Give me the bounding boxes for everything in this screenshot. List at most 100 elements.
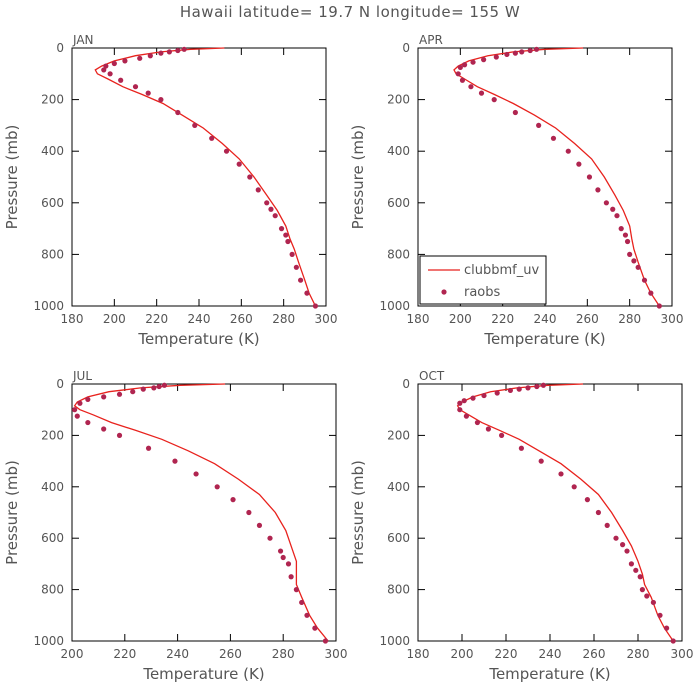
y-tick-label: 800 — [387, 247, 410, 261]
data-point-raobs — [586, 174, 593, 180]
x-tick-label: 180 — [61, 312, 84, 326]
data-point-raobs — [618, 226, 624, 232]
data-point-raobs — [493, 54, 499, 60]
data-point-raobs — [277, 548, 284, 554]
data-point-raobs — [161, 382, 167, 388]
data-point-raobs — [267, 535, 273, 541]
panel-jul: 200 220 240 260 280 300 0 200 400 600 800 1000 JUL Te… — [3, 369, 347, 683]
x-axis-label: Temperature (K) — [488, 665, 610, 683]
y-axis-label: Pressure (mb) — [3, 125, 21, 230]
data-point-raobs — [147, 53, 153, 59]
x-tick-label: 200 — [449, 312, 472, 326]
data-point-raobs — [101, 67, 107, 73]
data-point-raobs — [214, 484, 220, 490]
panel-label: APR — [419, 33, 443, 47]
data-point-raobs — [518, 445, 525, 451]
data-point-raobs — [132, 84, 139, 90]
data-point-raobs — [278, 226, 285, 232]
data-point-raobs — [230, 497, 236, 503]
y-tick-label: 0 — [56, 377, 64, 391]
data-point-raobs — [236, 161, 242, 167]
data-point-raobs — [613, 535, 619, 541]
data-point-raobs — [664, 625, 670, 631]
data-point-raobs — [103, 63, 109, 69]
data-point-raobs — [538, 458, 544, 464]
data-point-raobs — [247, 174, 253, 180]
panel-jan: 180 200 220 240 260 280 300 0 200 400 600 800 1000 JA… — [3, 33, 337, 348]
data-point-raobs — [470, 395, 476, 401]
data-point-raobs — [494, 390, 500, 396]
data-point-raobs — [298, 277, 304, 283]
data-point-raobs — [604, 522, 610, 528]
x-tick-label: 220 — [491, 312, 514, 326]
series-line-clubbmf_uv — [94, 47, 316, 307]
panel-label: OCT — [419, 369, 445, 383]
y-tick-label: 0 — [402, 377, 410, 391]
data-point-raobs — [631, 258, 637, 264]
data-point-raobs — [299, 599, 305, 606]
x-tick-label: 260 — [230, 312, 253, 326]
x-tick-label: 240 — [539, 647, 562, 661]
data-point-raobs — [627, 251, 633, 257]
data-point-raobs — [145, 445, 152, 451]
data-point-raobs — [166, 49, 172, 55]
y-tick-label: 600 — [387, 531, 410, 545]
data-point-raobs — [101, 426, 107, 432]
data-point-raobs — [516, 386, 522, 392]
y-tick-label: 0 — [56, 41, 64, 55]
data-point-raobs — [533, 46, 540, 52]
data-point-raobs — [468, 84, 474, 90]
x-tick-label: 300 — [315, 312, 338, 326]
data-point-raobs — [485, 426, 491, 432]
data-point-raobs — [130, 389, 136, 395]
panel-oct: 180 200 220 240 260 280 300 0 200 400 600 800 1000 OC… — [349, 369, 693, 683]
data-point-raobs — [293, 587, 299, 593]
data-point-raobs — [550, 135, 557, 141]
data-point-raobs — [635, 264, 641, 270]
y-tick-label: 800 — [41, 583, 64, 597]
y-tick-label: 400 — [41, 480, 64, 494]
data-point-raobs — [558, 471, 564, 477]
data-point-raobs — [304, 612, 310, 618]
data-point-raobs — [481, 57, 487, 63]
data-point-raobs — [312, 303, 319, 309]
y-tick-label: 400 — [387, 480, 410, 494]
series-line-clubbmf_uv — [73, 383, 329, 642]
data-point-raobs — [137, 55, 143, 61]
data-point-raobs — [644, 593, 650, 599]
y-axis-label: Pressure (mb) — [349, 125, 367, 230]
data-point-raobs — [255, 187, 261, 193]
legend-label-obs: raobs — [464, 285, 501, 300]
data-point-raobs — [512, 50, 518, 56]
data-point-raobs — [116, 432, 123, 438]
data-point-raobs — [175, 109, 181, 116]
data-point-raobs — [459, 77, 466, 83]
plot-frame — [71, 47, 327, 307]
x-tick-label: 260 — [583, 647, 606, 661]
y-tick-label: 600 — [41, 196, 64, 210]
data-point-raobs — [610, 206, 616, 212]
data-point-raobs — [499, 432, 505, 438]
y-tick-label: 200 — [41, 428, 64, 442]
legend-label-model: clubbmf_uv — [464, 263, 539, 278]
data-point-raobs — [455, 71, 461, 77]
data-point-raobs — [272, 213, 278, 219]
data-point-raobs — [481, 392, 487, 399]
chart-title: Hawaii latitude= 19.7 N longitude= 155 W — [179, 3, 521, 21]
data-point-raobs — [223, 148, 230, 154]
data-point-raobs — [670, 638, 676, 644]
y-tick-label: 200 — [387, 93, 410, 107]
data-point-raobs — [322, 638, 329, 644]
data-point-raobs — [603, 200, 609, 206]
data-point-raobs — [285, 238, 291, 245]
x-tick-label: 260 — [576, 312, 599, 326]
x-tick-label: 180 — [407, 312, 430, 326]
x-axis-label: Temperature (K) — [137, 330, 259, 348]
x-tick-label: 200 — [61, 647, 84, 661]
data-point-raobs — [641, 277, 648, 283]
data-point-raobs — [116, 391, 123, 397]
x-tick-label: 220 — [495, 647, 518, 661]
data-point-raobs — [288, 574, 294, 580]
